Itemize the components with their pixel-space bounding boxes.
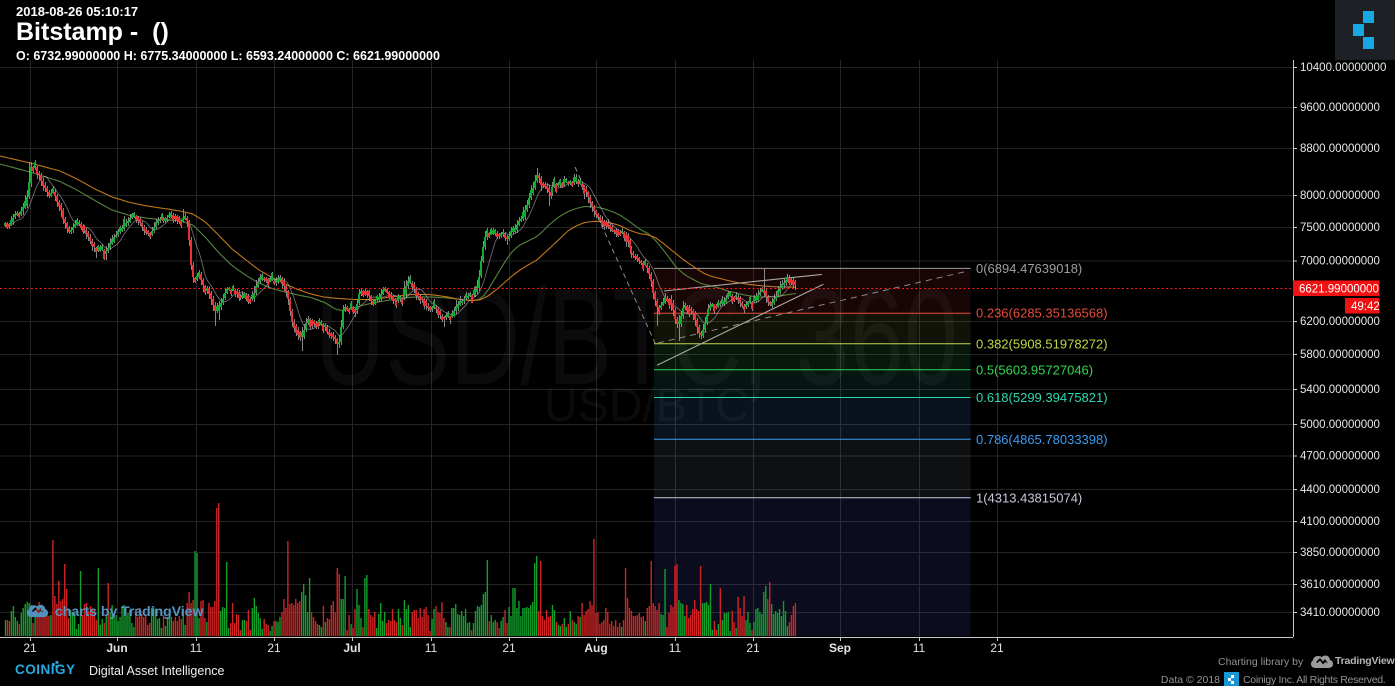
svg-text:Sep: Sep xyxy=(829,641,851,655)
svg-text:Aug: Aug xyxy=(584,641,607,655)
svg-text:4400.00000000: 4400.00000000 xyxy=(1300,484,1380,496)
svg-text:3410.00000000: 3410.00000000 xyxy=(1300,607,1380,619)
svg-text:Jul: Jul xyxy=(343,641,360,655)
svg-text:6621.99000000: 6621.99000000 xyxy=(1299,284,1379,296)
svg-text:3850.00000000: 3850.00000000 xyxy=(1300,547,1380,559)
svg-text:11: 11 xyxy=(425,641,438,655)
svg-text:7000.00000000: 7000.00000000 xyxy=(1300,256,1380,268)
svg-text:11: 11 xyxy=(669,641,682,655)
svg-text:21: 21 xyxy=(990,641,1004,655)
svg-text:0.382(5908.51978272): 0.382(5908.51978272) xyxy=(976,336,1108,351)
svg-text:10400.00000000: 10400.00000000 xyxy=(1300,62,1386,74)
svg-text:8000.00000000: 8000.00000000 xyxy=(1300,190,1380,202)
svg-text:8800.00000000: 8800.00000000 xyxy=(1300,143,1380,155)
svg-text:11: 11 xyxy=(913,641,926,655)
svg-text:21: 21 xyxy=(502,641,516,655)
svg-text:49:42: 49:42 xyxy=(1351,301,1380,313)
svg-text:5400.00000000: 5400.00000000 xyxy=(1300,384,1380,396)
svg-text:0.786(4865.78033398): 0.786(4865.78033398) xyxy=(976,432,1108,447)
svg-text:4100.00000000: 4100.00000000 xyxy=(1300,516,1380,528)
svg-text:0(6894.47639018): 0(6894.47639018) xyxy=(976,261,1082,276)
svg-text:4700.00000000: 4700.00000000 xyxy=(1300,451,1380,463)
svg-text:0.5(5603.95727046): 0.5(5603.95727046) xyxy=(976,362,1093,377)
svg-text:11: 11 xyxy=(190,641,203,655)
svg-text:0.618(5299.39475821): 0.618(5299.39475821) xyxy=(976,390,1108,405)
svg-text:3610.00000000: 3610.00000000 xyxy=(1300,579,1380,591)
svg-text:1(4313.43815074): 1(4313.43815074) xyxy=(976,490,1082,505)
svg-text:6200.00000000: 6200.00000000 xyxy=(1300,316,1380,328)
svg-text:USD/BTC, 360: USD/BTC, 360 xyxy=(315,261,958,414)
svg-text:7500.00000000: 7500.00000000 xyxy=(1300,222,1380,234)
svg-text:0.236(6285.35136568): 0.236(6285.35136568) xyxy=(976,306,1108,321)
svg-text:USD/BTC: USD/BTC xyxy=(544,378,749,431)
svg-text:5000.00000000: 5000.00000000 xyxy=(1300,419,1380,431)
svg-text:21: 21 xyxy=(746,641,760,655)
svg-text:21: 21 xyxy=(267,641,281,655)
svg-text:Jun: Jun xyxy=(106,641,127,655)
svg-text:9600.00000000: 9600.00000000 xyxy=(1300,102,1380,114)
svg-text:21: 21 xyxy=(23,641,37,655)
svg-text:5800.00000000: 5800.00000000 xyxy=(1300,349,1380,361)
